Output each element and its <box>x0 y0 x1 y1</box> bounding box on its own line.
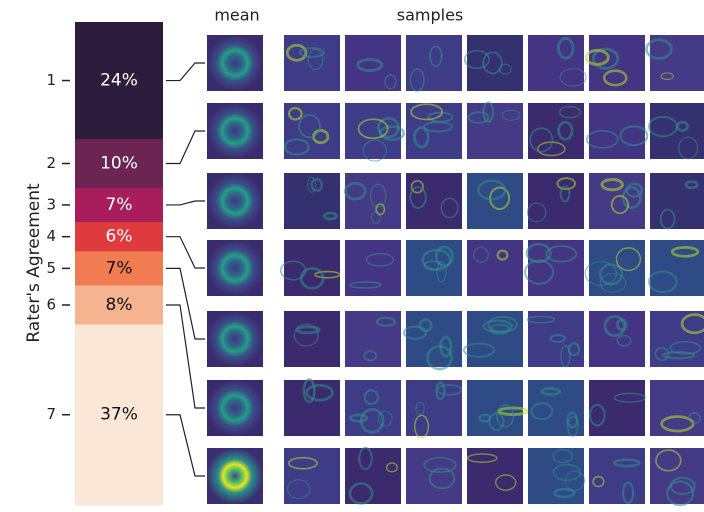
y-tick-label: 5 <box>46 259 56 277</box>
value-label: 24% <box>100 71 138 91</box>
sample-image <box>467 103 523 159</box>
sample-image <box>528 311 584 367</box>
mean-image <box>207 448 263 504</box>
sample-image <box>406 35 462 91</box>
value-label: 10% <box>100 153 138 173</box>
connector <box>166 201 205 205</box>
chart: mean samples Rater's Agreement 24% 1 10% 2 7… <box>0 0 704 512</box>
sample-image <box>284 448 340 504</box>
sample-image <box>528 173 584 229</box>
sample-image <box>345 380 401 436</box>
y-tick-label: 7 <box>46 405 56 423</box>
sample-image <box>650 448 704 504</box>
sample-image <box>345 103 401 159</box>
sample-image <box>528 35 584 91</box>
sample-image <box>284 35 340 91</box>
y-tick-label: 1 <box>46 71 56 89</box>
mean-image <box>207 173 263 229</box>
y-tick-label: 2 <box>46 154 56 172</box>
sample-image <box>528 240 584 296</box>
mean-image <box>207 311 263 367</box>
sample-image <box>650 380 704 436</box>
value-label: 6% <box>106 227 133 247</box>
connector <box>166 415 205 476</box>
sample-image <box>406 240 462 296</box>
connector <box>166 237 205 268</box>
value-label: 7% <box>106 258 133 278</box>
y-tick-label: 3 <box>46 195 56 213</box>
connector <box>166 131 205 163</box>
column-title: samples <box>397 6 464 25</box>
sample-image <box>650 35 704 91</box>
mean-image <box>207 240 263 296</box>
mean-image <box>207 380 263 436</box>
value-label: 8% <box>106 295 133 315</box>
column-title: mean <box>214 6 259 25</box>
value-label: 37% <box>100 405 138 425</box>
sample-image <box>345 35 401 91</box>
sample-image <box>284 311 340 367</box>
y-axis-label: Rater's Agreement <box>24 183 44 343</box>
connector <box>166 305 205 408</box>
mean-image <box>207 103 263 159</box>
sample-image <box>345 173 401 229</box>
sample-image <box>589 380 645 436</box>
sample-image <box>650 103 704 159</box>
sample-image <box>467 35 523 91</box>
y-tick-label: 6 <box>46 295 56 313</box>
connector <box>166 63 205 81</box>
sample-image <box>467 240 523 296</box>
sample-image <box>284 103 340 159</box>
connector <box>166 268 205 339</box>
mean-image <box>207 35 263 91</box>
value-label: 7% <box>106 195 133 215</box>
y-tick-label: 4 <box>46 227 56 245</box>
